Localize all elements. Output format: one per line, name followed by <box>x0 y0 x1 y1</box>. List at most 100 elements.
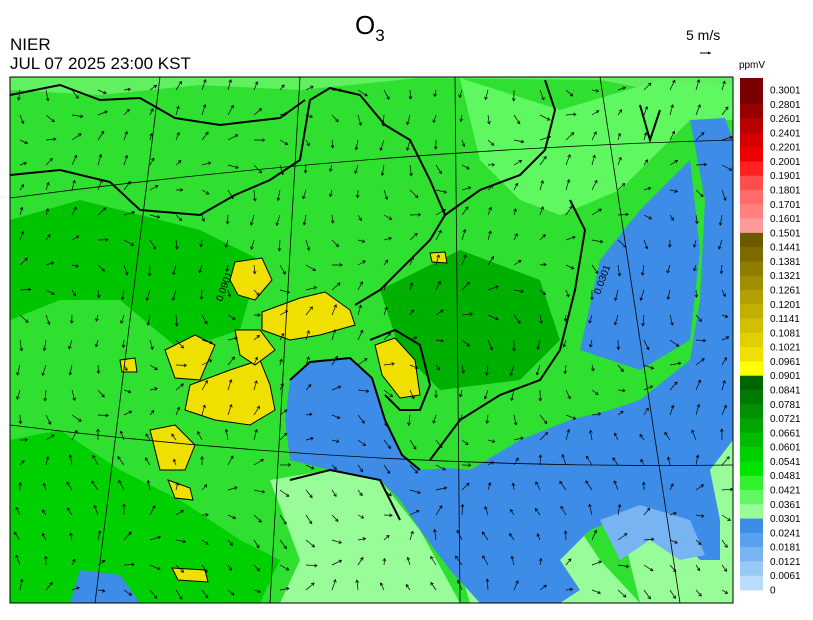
wind-vector <box>721 336 730 341</box>
wind-vector <box>617 239 627 248</box>
wind-vector <box>45 89 50 102</box>
wind-vector <box>175 131 180 141</box>
wind-vector <box>643 537 655 542</box>
colorbar-box <box>740 304 763 319</box>
wind-vector <box>171 433 177 441</box>
colorbar-box <box>740 504 763 519</box>
wind-vector <box>253 289 260 296</box>
wind-vector <box>305 563 318 568</box>
wind-vector <box>612 457 619 466</box>
wind-vector <box>253 138 266 142</box>
wind-vector <box>199 289 204 300</box>
wind-vector <box>97 530 102 541</box>
wind-vector <box>565 428 571 441</box>
wind-vector <box>279 382 284 391</box>
wind-vector <box>331 304 337 316</box>
wind-vector <box>383 439 392 450</box>
colorbar-box <box>740 375 763 391</box>
wind-vector <box>461 186 472 191</box>
wind-vector <box>563 530 568 541</box>
wind-vector <box>539 155 547 166</box>
wind-vector <box>45 289 55 295</box>
wind-vector <box>45 456 50 466</box>
wind-vector <box>406 139 411 151</box>
wind-vector <box>15 506 21 516</box>
wind-vector <box>512 340 516 352</box>
wind-vector <box>669 511 677 516</box>
wind-vector <box>92 454 99 466</box>
wind-vector <box>279 586 290 591</box>
wind-vector <box>357 464 364 473</box>
wind-vector <box>71 586 80 591</box>
wind-vector <box>45 181 50 191</box>
colorbar-label: 0.0241 <box>770 528 801 539</box>
wind-vector <box>695 132 705 141</box>
ozone-high <box>119 251 448 583</box>
wind-vector <box>383 189 389 200</box>
wind-vector <box>120 289 125 301</box>
wind-vector <box>96 428 100 440</box>
colorbar: 0.3001 0.2801 0.2601 0.2401 0.2201 0.2001 0.19… <box>740 78 801 597</box>
wind-vector <box>16 389 21 400</box>
wind-vector <box>200 455 204 466</box>
wind-vector <box>617 132 622 141</box>
wind-vector <box>643 131 648 141</box>
wind-vector <box>71 89 79 99</box>
wind-vector <box>692 239 697 248</box>
wind-vector <box>617 156 622 166</box>
wind-vector <box>721 189 727 201</box>
wind-vector <box>19 230 25 241</box>
wind-vector <box>591 389 599 395</box>
wind-vector <box>331 328 337 341</box>
wind-vector <box>643 339 650 351</box>
wind-vector <box>279 310 289 316</box>
wind-vector <box>383 282 388 291</box>
wind-vector <box>201 78 207 91</box>
wind-vector <box>123 130 128 141</box>
wind-vector <box>123 87 132 92</box>
wind-vector <box>617 364 624 373</box>
wind-vector <box>409 509 420 516</box>
wind-vector <box>279 164 284 176</box>
wind-vector <box>66 481 73 491</box>
wind-vector <box>433 89 437 98</box>
wind-vector <box>513 414 518 426</box>
wind-vector <box>253 164 263 174</box>
wind-vector <box>175 509 184 516</box>
wind-vector <box>641 314 645 327</box>
wind-vector <box>227 486 238 491</box>
wind-vector <box>513 233 518 241</box>
wind-vector <box>640 458 645 466</box>
wind-vector <box>172 264 177 276</box>
wind-vector <box>275 214 281 227</box>
wind-vector <box>117 456 125 466</box>
map-frame <box>9 76 734 604</box>
wind-vector <box>565 389 571 400</box>
wind-vector <box>146 479 151 491</box>
wind-vector <box>279 539 287 550</box>
wind-vector <box>93 504 99 516</box>
colorbar-label: 0.3001 <box>770 86 801 97</box>
wind-vector <box>357 114 363 126</box>
wind-vector <box>565 264 575 270</box>
wind-vector <box>487 162 496 167</box>
wind-vector <box>458 89 463 99</box>
wind-vector <box>123 589 133 596</box>
wind-vector <box>721 539 728 548</box>
wind-vector <box>175 105 180 116</box>
wind-vector <box>71 264 79 268</box>
wind-vector <box>669 404 675 416</box>
wind-vector <box>383 362 395 366</box>
wind-vector <box>71 289 77 297</box>
wind-vector <box>487 230 492 241</box>
wind-vector <box>435 309 444 316</box>
wind-vector <box>591 412 602 416</box>
wind-vector <box>252 264 257 275</box>
wind-vector <box>123 562 135 567</box>
wind-vector <box>485 578 490 591</box>
wind-vector <box>279 409 288 416</box>
wind-vector <box>563 364 568 375</box>
wind-vector <box>67 507 73 516</box>
colorbar-label: 0.0781 <box>770 400 801 411</box>
wind-vector <box>71 389 76 402</box>
